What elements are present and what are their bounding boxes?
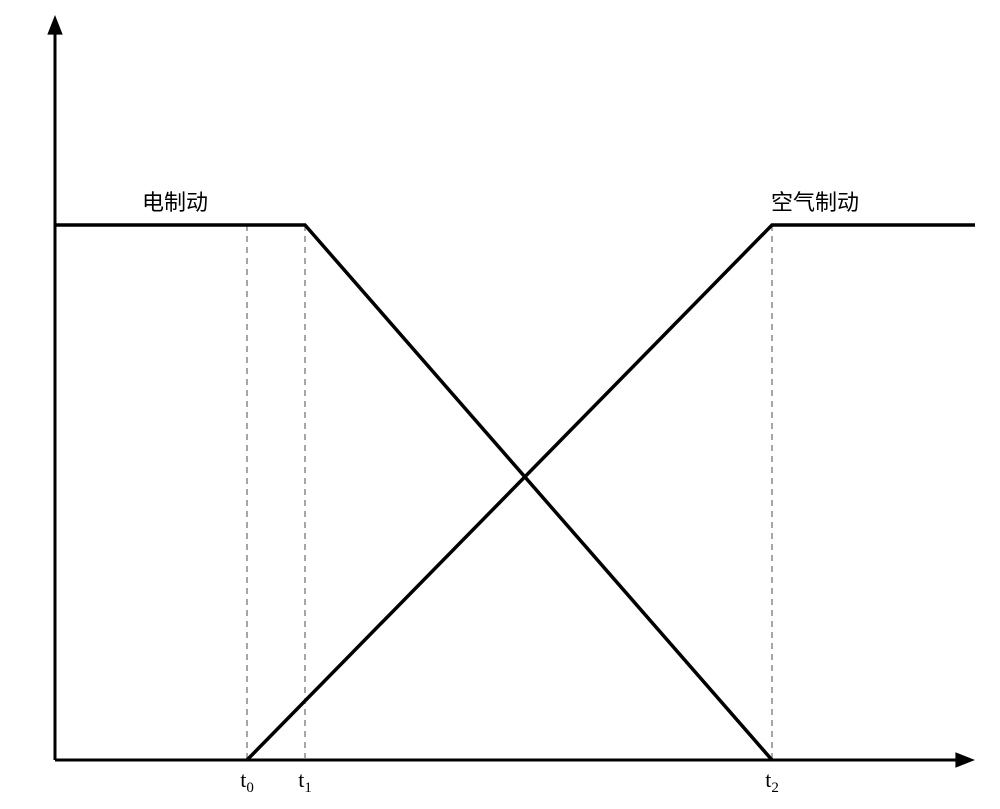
chart-container: 电制动 空气制动 t0 t1 t2 bbox=[0, 0, 1000, 809]
brake-transition-chart: 电制动 空气制动 t0 t1 t2 bbox=[0, 0, 1000, 809]
tick-t0: t0 bbox=[240, 767, 254, 796]
electric-braking-label: 电制动 bbox=[142, 190, 208, 215]
tick-t1: t1 bbox=[298, 767, 312, 796]
air-braking-label: 空气制动 bbox=[771, 190, 859, 215]
air-braking-curve bbox=[247, 225, 975, 760]
electric-braking-curve bbox=[55, 225, 772, 760]
x-axis-arrow bbox=[955, 752, 975, 767]
tick-t2: t2 bbox=[765, 767, 779, 796]
y-axis-arrow bbox=[47, 15, 62, 35]
